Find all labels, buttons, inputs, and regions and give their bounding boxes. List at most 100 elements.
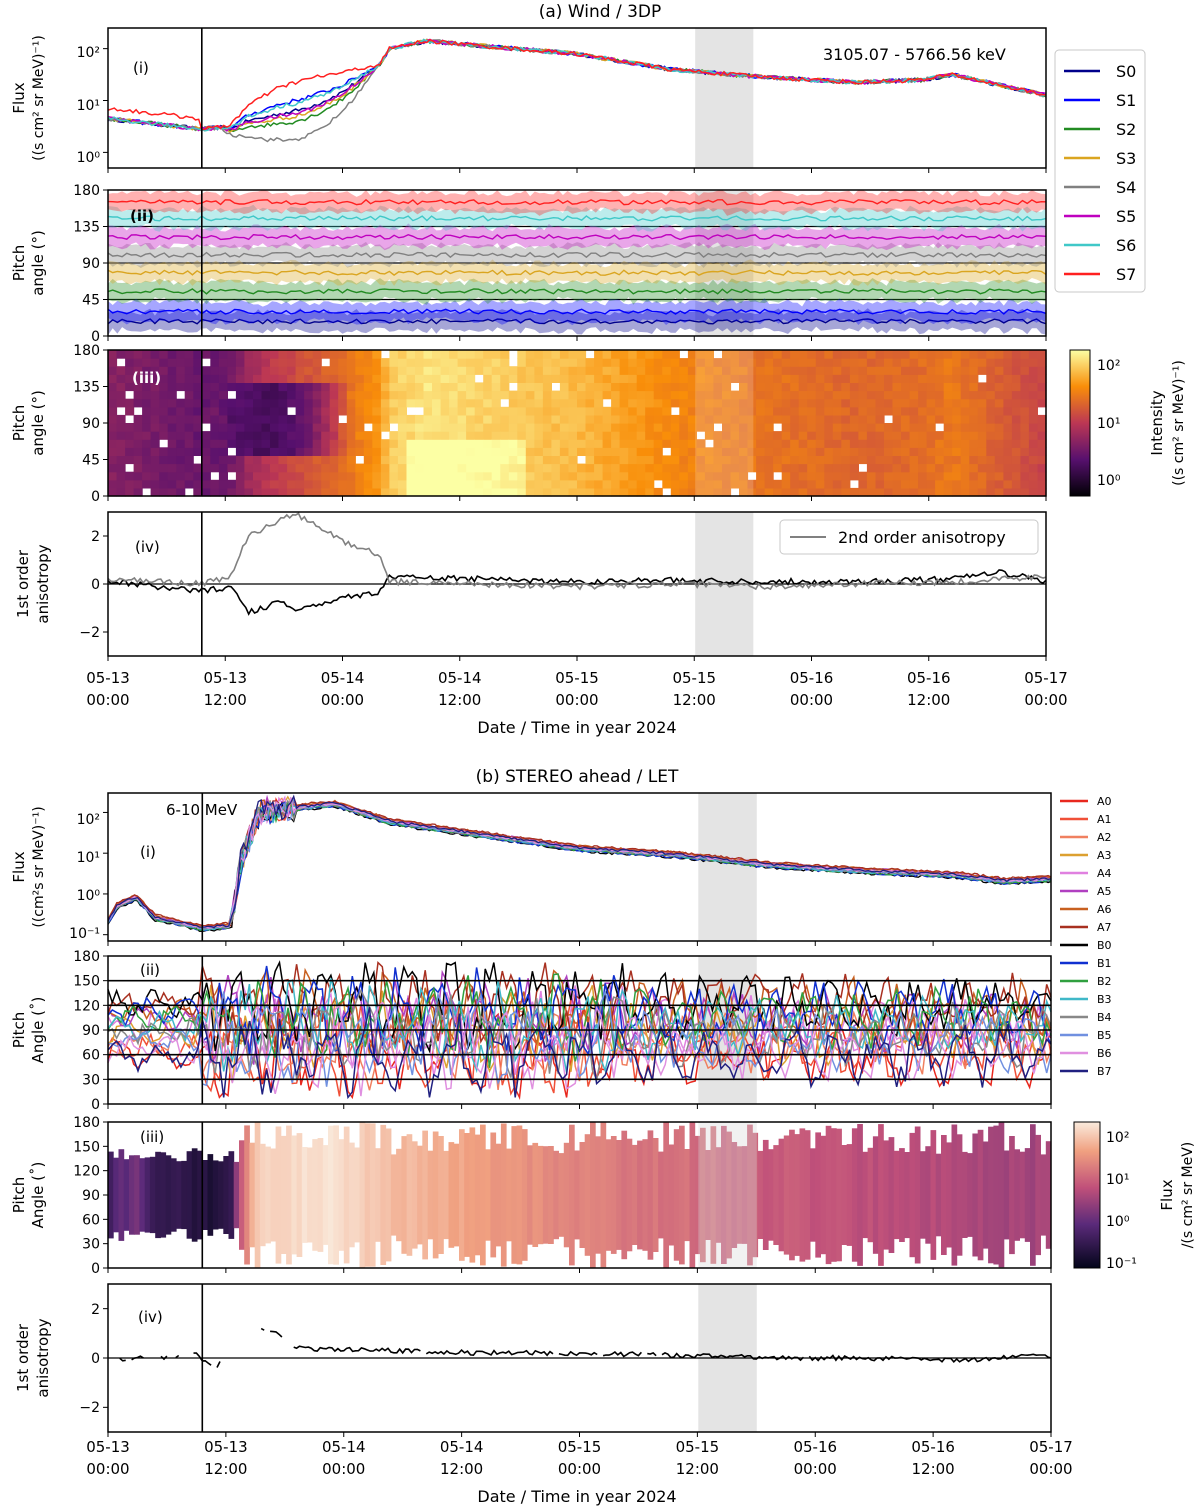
heatmap-cell: [909, 358, 919, 367]
heatmap-cell: [611, 398, 621, 408]
heatmap-cell: [935, 358, 945, 367]
heatmap-cell: [841, 455, 851, 465]
heatmap-cell: [397, 390, 407, 400]
heatmap-cell: [781, 390, 791, 400]
heatmap-cell: [338, 350, 348, 359]
heatmap-cell: [108, 350, 118, 359]
heatmap-cell: [1028, 366, 1038, 375]
heatmap-cell: [1003, 439, 1013, 448]
heatmap-cell: [133, 487, 143, 497]
heatmap-cell: [508, 439, 518, 448]
heatmap-cell: [1003, 447, 1013, 456]
heatmap-cell: [372, 366, 382, 375]
heatmap-cell: [611, 439, 621, 448]
heatmap-cell: [713, 463, 723, 473]
heatmap-cell: [790, 463, 800, 473]
heatmap-cell: [696, 423, 706, 432]
heatmap-cell: [721, 1125, 727, 1264]
heatmap-cell: [201, 382, 211, 392]
pitch-line-S6: [107, 215, 1047, 222]
heatmap-cell: [312, 1139, 318, 1251]
heatmap-cell: [415, 439, 425, 448]
heatmap-cell: [866, 390, 876, 400]
heatmap-cell: [952, 439, 962, 448]
heatmap-cell: [542, 423, 552, 432]
heatmap-cell: [909, 431, 919, 440]
heatmap-cell: [909, 479, 919, 489]
heatmap-cell: [884, 439, 894, 448]
heatmap-cell: [261, 358, 271, 367]
heatmap-cell: [244, 358, 254, 367]
heatmap-cell: [960, 390, 970, 400]
heatmap-cell: [739, 374, 749, 383]
heatmap-cell: [559, 439, 569, 448]
heatmap-cell: [321, 463, 331, 473]
heatmap-cell: [739, 471, 749, 481]
heatmap-cell: [568, 382, 578, 392]
heatmap-cell: [781, 406, 791, 416]
heatmap-cell: [568, 406, 578, 416]
heatmap-cell: [662, 439, 672, 448]
heatmap-cell: [432, 439, 442, 448]
panel-a-sub-label-iv: (iv): [135, 538, 160, 556]
heatmap-cell: [952, 350, 962, 359]
heatmap-cell: [287, 439, 297, 448]
heatmap-cell: [679, 479, 689, 489]
heatmap-cell: [645, 479, 655, 489]
heatmap-cell: [423, 350, 433, 359]
heatmap-cell: [321, 406, 331, 416]
heatmap-cell: [824, 463, 834, 473]
heatmap-cell: [537, 1145, 544, 1245]
heatmap-cell: [422, 1130, 428, 1260]
heatmap-cell: [602, 439, 612, 448]
heatmap-cell: [602, 350, 612, 359]
heatmap-cell: [253, 414, 263, 424]
heatmap-cell: [595, 1136, 601, 1254]
heatmap-cell: [108, 447, 118, 456]
heatmap-cell: [645, 414, 655, 424]
panel-b-colorbar-tick-0: 10⁻¹: [1106, 1256, 1137, 1272]
heatmap-cell: [329, 414, 339, 424]
heatmap-cell: [202, 1160, 208, 1230]
heatmap-cell: [577, 447, 587, 456]
heatmap-cell: [1011, 447, 1021, 456]
heatmap-cell: [525, 439, 535, 448]
heatmap-cell: [935, 479, 945, 489]
heatmap-cell: [491, 350, 501, 359]
heatmap-cell: [261, 374, 271, 383]
heatmap-cell: [218, 455, 228, 465]
heatmap-cell: [943, 439, 953, 448]
heatmap-cell: [295, 358, 305, 367]
heatmap-cell: [594, 431, 604, 440]
heatmap-cell: [474, 358, 484, 367]
heatmap-cell: [696, 390, 706, 400]
heatmap-cell: [210, 439, 220, 448]
heatmap-cell: [142, 463, 152, 473]
heatmap-cell: [918, 358, 928, 367]
heatmap-cell: [930, 1130, 937, 1260]
heatmap-cell: [321, 350, 331, 359]
heatmap-cell: [259, 1143, 266, 1247]
heatmap-cell: [235, 366, 245, 375]
heatmap-cell: [449, 358, 459, 367]
heatmap-cell: [875, 447, 885, 456]
y-tick-label: 120: [73, 998, 100, 1014]
heatmap-cell: [312, 447, 322, 456]
anisotropy-series-first-order: [216, 1361, 221, 1368]
heatmap-cell: [628, 366, 638, 375]
heatmap-cell: [440, 479, 450, 489]
heatmap-cell: [167, 479, 177, 489]
heatmap-cell: [914, 1126, 921, 1264]
heatmap-cell: [125, 382, 135, 392]
heatmap-cell: [338, 366, 348, 375]
heatmap-cell: [849, 350, 859, 359]
heatmap-cell: [884, 390, 894, 400]
heatmap-cell: [343, 1126, 350, 1264]
panel-a-aniso-ylabel-1: 1st order: [14, 549, 32, 618]
heatmap-cell: [261, 455, 271, 465]
heatmap-cell: [432, 414, 442, 424]
heatmap-cell: [542, 374, 552, 383]
heatmap-cell: [773, 439, 783, 448]
heatmap-cell: [142, 431, 152, 440]
heatmap-cell: [244, 487, 254, 497]
